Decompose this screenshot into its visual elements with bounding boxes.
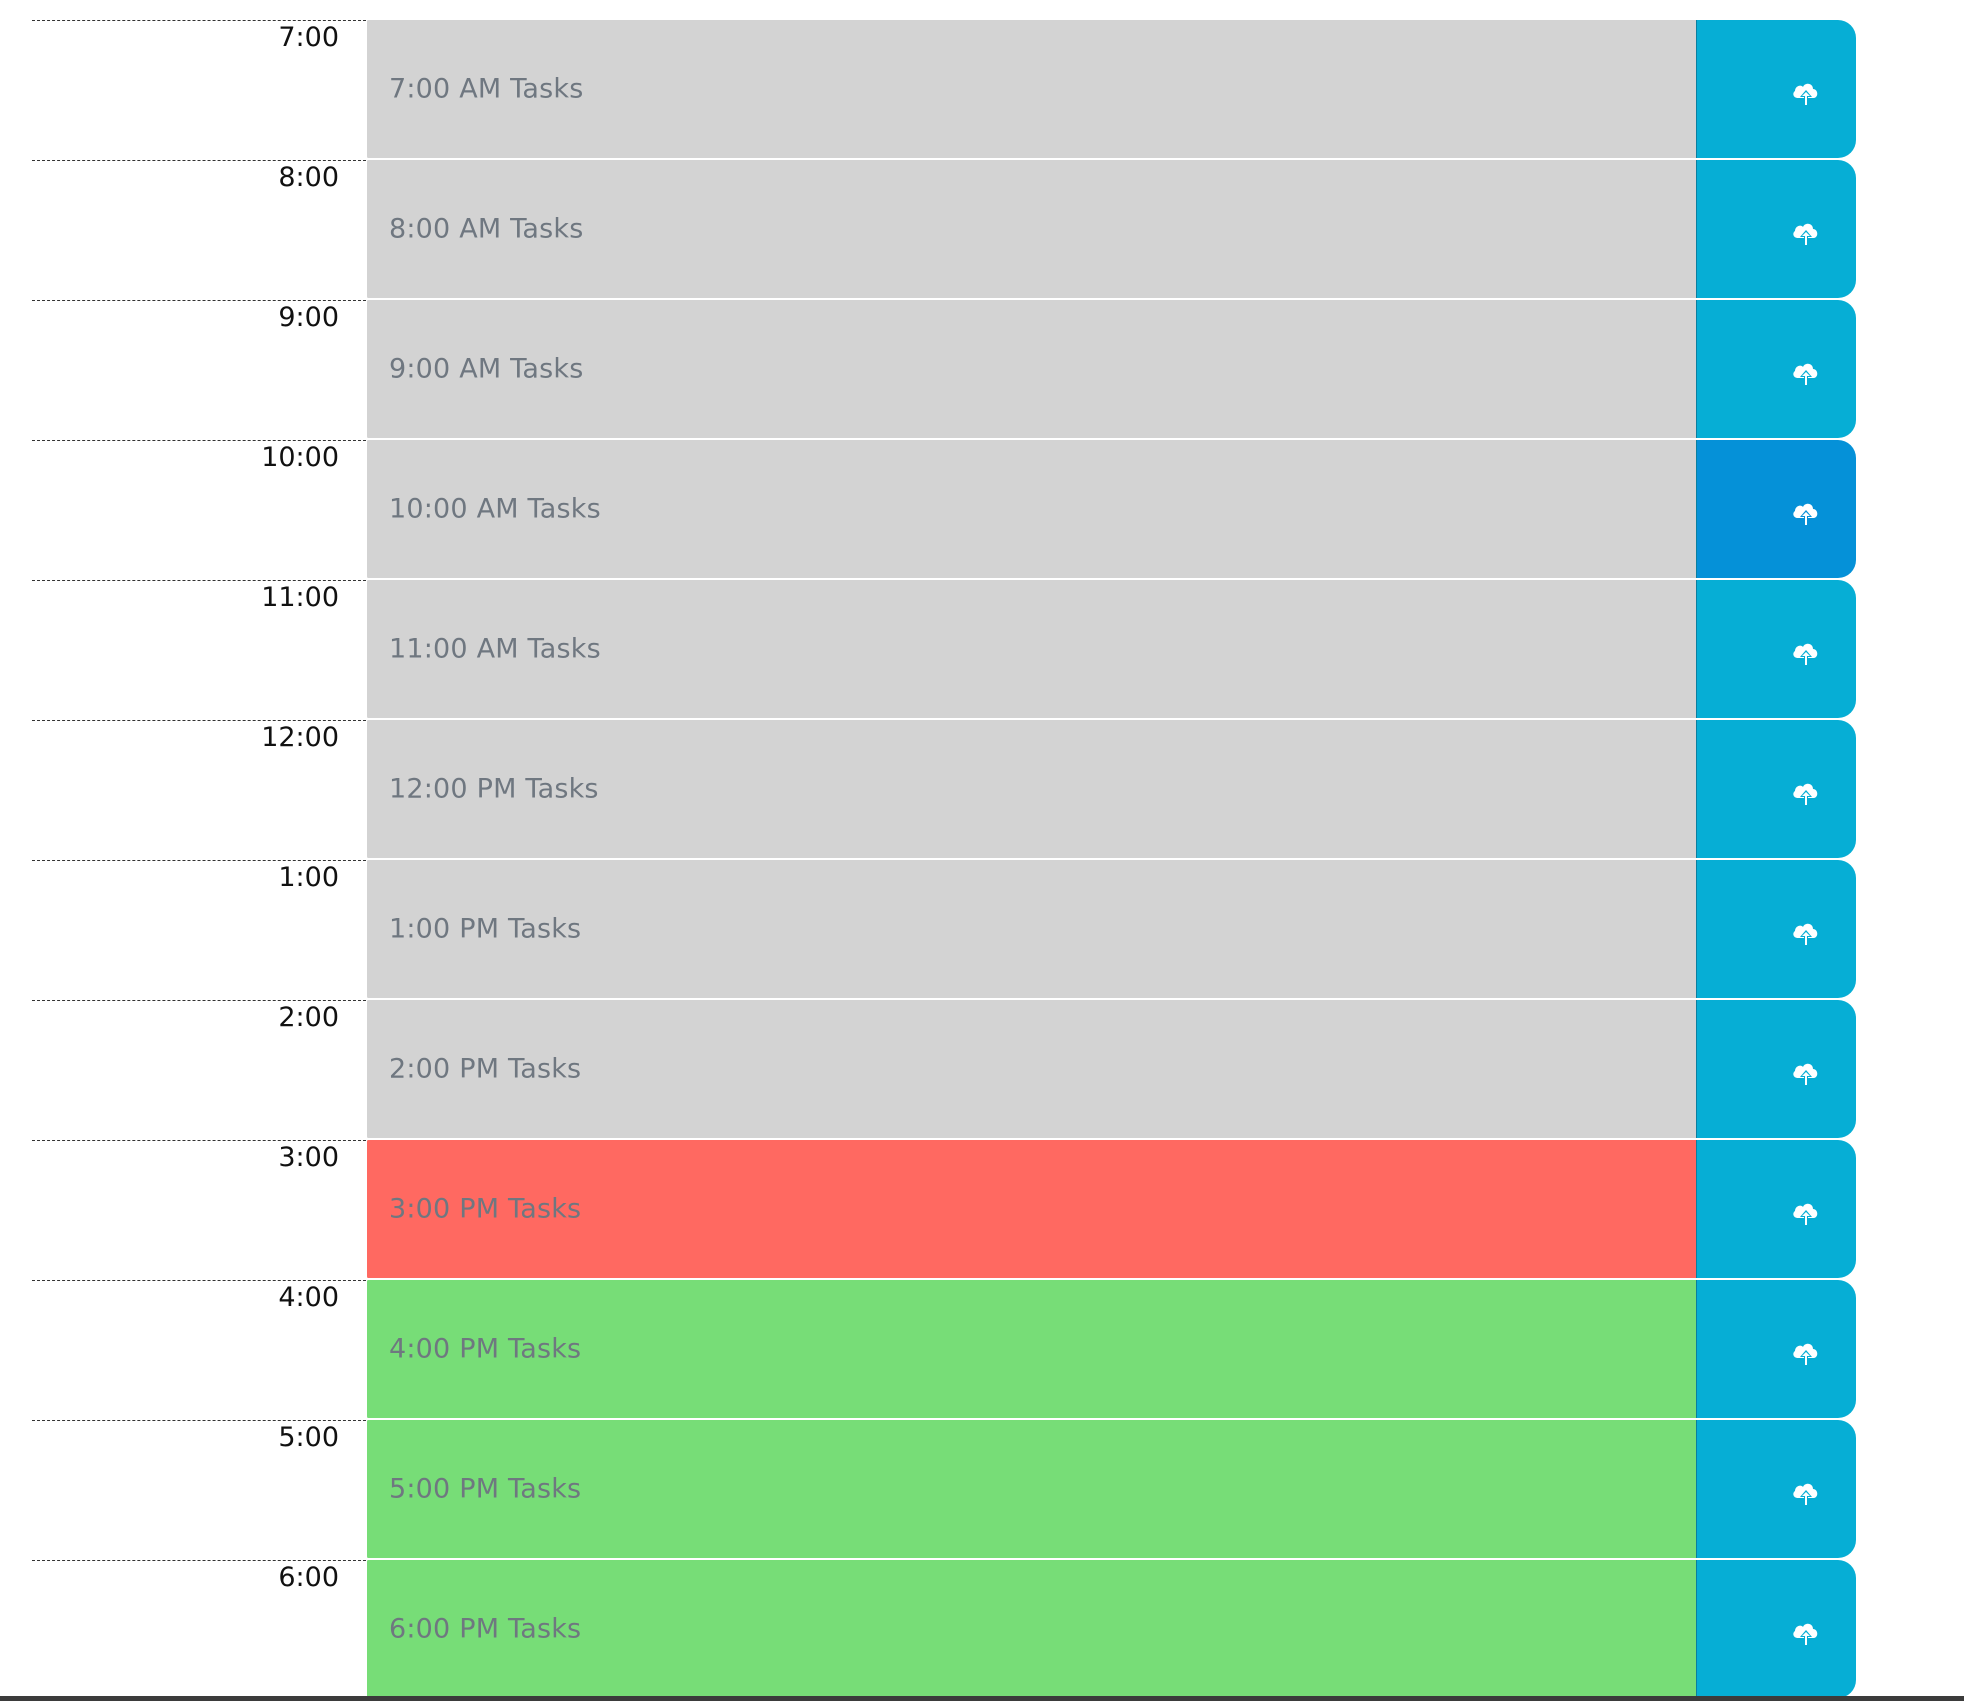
time-block-row: 7:00 7:00 AM Tasks <box>0 20 1964 160</box>
save-button[interactable] <box>1696 1280 1856 1418</box>
cloud-upload-icon <box>1793 1063 1818 1086</box>
hour-cell: 12:00 <box>32 720 366 860</box>
save-button[interactable] <box>1696 160 1856 298</box>
hour-cell: 11:00 <box>32 580 366 720</box>
hour-label: 5:00 <box>278 1422 339 1453</box>
task-placeholder: 1:00 PM Tasks <box>389 913 582 945</box>
hour-cell: 4:00 <box>32 1280 366 1420</box>
cloud-upload-icon <box>1793 223 1818 246</box>
task-placeholder: 5:00 PM Tasks <box>389 1473 582 1505</box>
hour-cell: 5:00 <box>32 1420 366 1560</box>
hour-label: 1:00 <box>278 862 339 893</box>
time-block-row: 11:00 11:00 AM Tasks <box>0 580 1964 720</box>
time-block-row: 9:00 9:00 AM Tasks <box>0 300 1964 440</box>
day-planner: 7:00 7:00 AM Tasks 8:00 8:00 AM Tasks <box>0 20 1964 1700</box>
cloud-upload-icon <box>1793 1343 1818 1366</box>
cloud-upload-icon <box>1793 83 1818 106</box>
task-placeholder: 10:00 AM Tasks <box>389 493 601 525</box>
hour-cell: 2:00 <box>32 1000 366 1140</box>
hour-label: 9:00 <box>278 302 339 333</box>
task-placeholder: 12:00 PM Tasks <box>389 773 599 805</box>
hour-label: 8:00 <box>278 162 339 193</box>
hour-label: 4:00 <box>278 1282 339 1313</box>
save-button[interactable] <box>1696 1420 1856 1558</box>
task-placeholder: 4:00 PM Tasks <box>389 1333 582 1365</box>
save-button[interactable] <box>1696 440 1856 578</box>
task-textarea[interactable]: 7:00 AM Tasks <box>366 20 1696 158</box>
hour-label: 12:00 <box>261 722 339 753</box>
task-textarea[interactable]: 9:00 AM Tasks <box>366 300 1696 438</box>
task-textarea[interactable]: 8:00 AM Tasks <box>366 160 1696 298</box>
hour-label: 11:00 <box>261 582 339 613</box>
task-textarea[interactable]: 4:00 PM Tasks <box>366 1280 1696 1418</box>
time-block-row: 6:00 6:00 PM Tasks <box>0 1560 1964 1700</box>
task-textarea[interactable]: 10:00 AM Tasks <box>366 440 1696 578</box>
task-textarea[interactable]: 6:00 PM Tasks <box>366 1560 1696 1698</box>
hour-label: 6:00 <box>278 1562 339 1593</box>
task-placeholder: 3:00 PM Tasks <box>389 1193 582 1225</box>
task-placeholder: 2:00 PM Tasks <box>389 1053 582 1085</box>
hour-cell: 6:00 <box>32 1560 366 1700</box>
cloud-upload-icon <box>1793 1203 1818 1226</box>
time-block-row: 5:00 5:00 PM Tasks <box>0 1420 1964 1560</box>
save-button[interactable] <box>1696 1000 1856 1138</box>
task-textarea[interactable]: 11:00 AM Tasks <box>366 580 1696 718</box>
cloud-upload-icon <box>1793 923 1818 946</box>
hour-label: 2:00 <box>278 1002 339 1033</box>
task-placeholder: 8:00 AM Tasks <box>389 213 584 245</box>
save-button[interactable] <box>1696 580 1856 718</box>
cloud-upload-icon <box>1793 643 1818 666</box>
cloud-upload-icon <box>1793 783 1818 806</box>
time-block-row: 8:00 8:00 AM Tasks <box>0 160 1964 300</box>
task-placeholder: 6:00 PM Tasks <box>389 1613 582 1645</box>
task-textarea[interactable]: 3:00 PM Tasks <box>366 1140 1696 1278</box>
hour-label: 10:00 <box>261 442 339 473</box>
time-block-row: 4:00 4:00 PM Tasks <box>0 1280 1964 1420</box>
save-button[interactable] <box>1696 720 1856 858</box>
task-textarea[interactable]: 2:00 PM Tasks <box>366 1000 1696 1138</box>
bottom-divider <box>0 1696 1964 1701</box>
cloud-upload-icon <box>1793 1623 1818 1646</box>
hour-cell: 10:00 <box>32 440 366 580</box>
hour-cell: 9:00 <box>32 300 366 440</box>
task-textarea[interactable]: 12:00 PM Tasks <box>366 720 1696 858</box>
hour-label: 3:00 <box>278 1142 339 1173</box>
hour-cell: 7:00 <box>32 20 366 160</box>
task-placeholder: 7:00 AM Tasks <box>389 73 584 105</box>
save-button[interactable] <box>1696 300 1856 438</box>
cloud-upload-icon <box>1793 503 1818 526</box>
hour-cell: 3:00 <box>32 1140 366 1280</box>
task-textarea[interactable]: 1:00 PM Tasks <box>366 860 1696 998</box>
cloud-upload-icon <box>1793 1483 1818 1506</box>
hour-cell: 8:00 <box>32 160 366 300</box>
time-block-row: 3:00 3:00 PM Tasks <box>0 1140 1964 1280</box>
save-button[interactable] <box>1696 20 1856 158</box>
save-button[interactable] <box>1696 860 1856 998</box>
task-placeholder: 11:00 AM Tasks <box>389 633 601 665</box>
hour-cell: 1:00 <box>32 860 366 1000</box>
save-button[interactable] <box>1696 1140 1856 1278</box>
save-button[interactable] <box>1696 1560 1856 1698</box>
time-block-row: 2:00 2:00 PM Tasks <box>0 1000 1964 1140</box>
task-placeholder: 9:00 AM Tasks <box>389 353 584 385</box>
time-block-row: 1:00 1:00 PM Tasks <box>0 860 1964 1000</box>
cloud-upload-icon <box>1793 363 1818 386</box>
hour-label: 7:00 <box>278 22 339 53</box>
time-block-row: 10:00 10:00 AM Tasks <box>0 440 1964 580</box>
task-textarea[interactable]: 5:00 PM Tasks <box>366 1420 1696 1558</box>
time-block-row: 12:00 12:00 PM Tasks <box>0 720 1964 860</box>
